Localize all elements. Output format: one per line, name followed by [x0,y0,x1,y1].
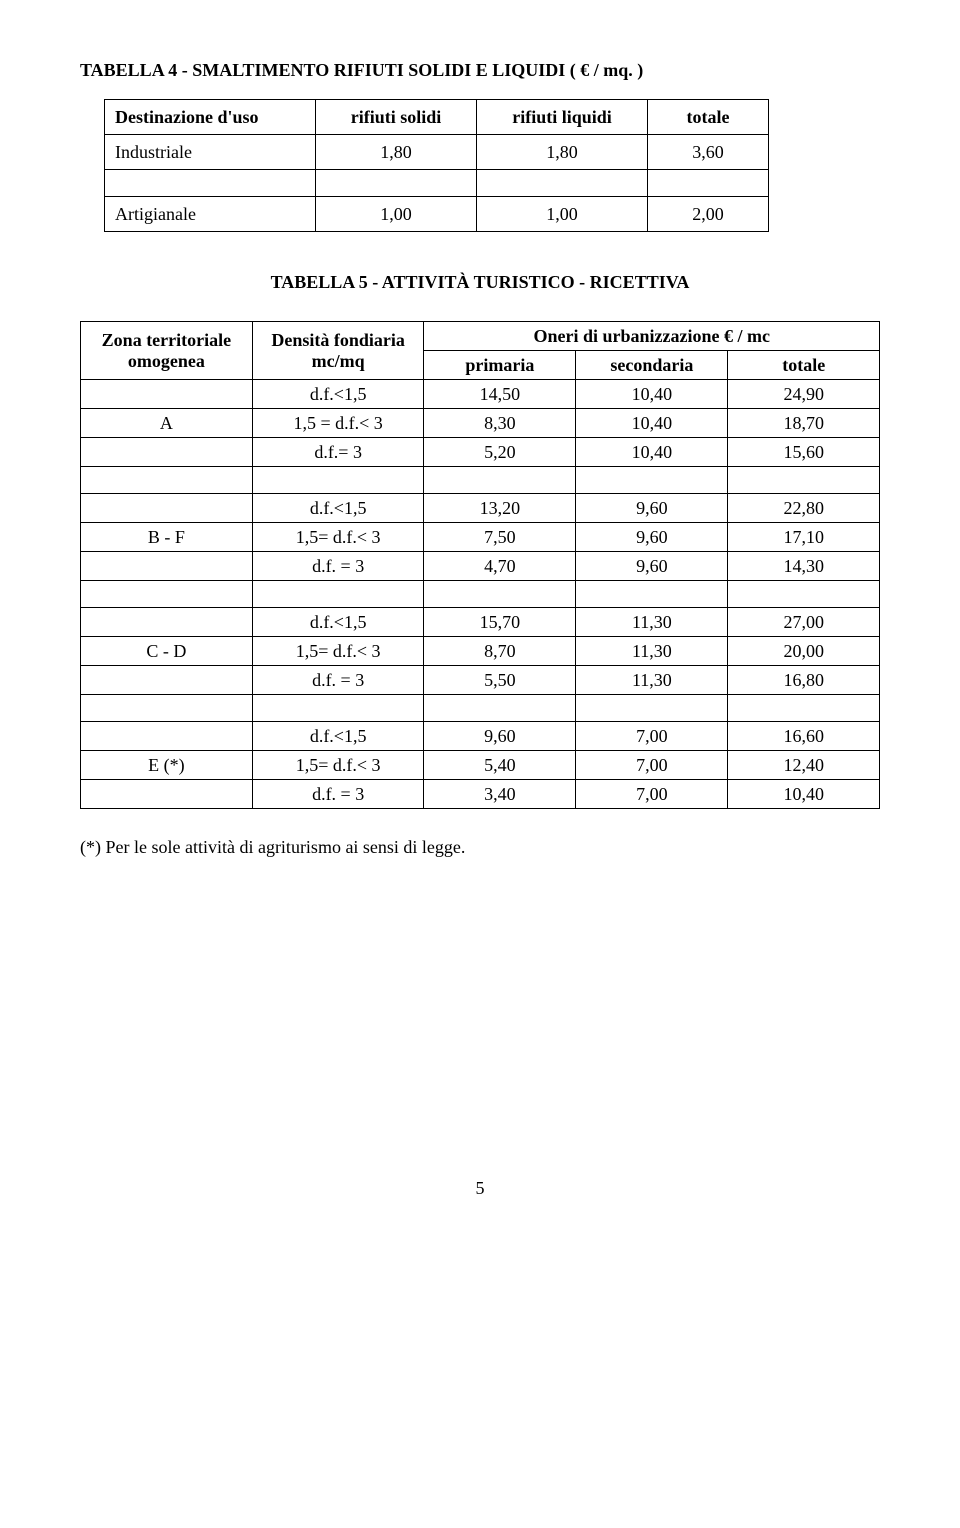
t4-r2-c1: Artigianale [105,197,316,232]
t5-h3c: totale [728,351,880,380]
t5-gap-2 [81,581,880,608]
t5-b-r3: d.f. = 3 4,70 9,60 14,30 [81,552,880,581]
t5-e-r1-c4: 7,00 [576,722,728,751]
t5-h1b: omogenea [128,351,205,371]
t5-b-r1-c2: d.f.<1,5 [252,494,424,523]
t5-gap-1 [81,467,880,494]
t5-e-r3-c3: 3,40 [424,780,576,809]
t5-e-r1-c3: 9,60 [424,722,576,751]
t5-e-r2-c2: 1,5= d.f.< 3 [252,751,424,780]
t5-h2a: Densità fondiaria [271,330,405,350]
t4-r2-c3: 1,00 [477,197,648,232]
t5-b-r3-c2: d.f. = 3 [252,552,424,581]
t5-c-r2-c5: 20,00 [728,637,880,666]
page-number: 5 [80,1178,880,1199]
t5-a-r3-c5: 15,60 [728,438,880,467]
t5-e-r1-c2: d.f.<1,5 [252,722,424,751]
t4-r1-c4: 3,60 [648,135,769,170]
t5-a-r1-c5: 24,90 [728,380,880,409]
t5-h3b: secondaria [576,351,728,380]
t5-c-r1-c5: 27,00 [728,608,880,637]
t5-c-r2: C - D 1,5= d.f.< 3 8,70 11,30 20,00 [81,637,880,666]
t5-b-r2-c5: 17,10 [728,523,880,552]
t5-a-r2-c5: 18,70 [728,409,880,438]
t5-a-label: A [81,409,253,438]
t5-e-r3-c5: 10,40 [728,780,880,809]
t4-spacer [105,170,769,197]
t5-e-r2-c4: 7,00 [576,751,728,780]
t5-e-r1-c5: 16,60 [728,722,880,751]
t5-b-r2: B - F 1,5= d.f.< 3 7,50 9,60 17,10 [81,523,880,552]
t5-b-r3-c4: 9,60 [576,552,728,581]
t5-e-r1: d.f.<1,5 9,60 7,00 16,60 [81,722,880,751]
t5-a-r1-c4: 10,40 [576,380,728,409]
table5-title: TABELLA 5 - ATTIVITÀ TURISTICO - RICETTI… [80,272,880,293]
t5-c-r2-c2: 1,5= d.f.< 3 [252,637,424,666]
t5-a-r2-c4: 10,40 [576,409,728,438]
t5-e-r2-c5: 12,40 [728,751,880,780]
t5-a-r1-c3: 14,50 [424,380,576,409]
t5-c-r1-c3: 15,70 [424,608,576,637]
t5-e-r3-c4: 7,00 [576,780,728,809]
t4-r1-c3: 1,80 [477,135,648,170]
t5-h1a: Zona territoriale [102,330,231,350]
t5-a-r1-c2: d.f.<1,5 [252,380,424,409]
t5-a-r2: A 1,5 = d.f.< 3 8,30 10,40 18,70 [81,409,880,438]
table4: Destinazione d'uso rifiuti solidi rifiut… [104,99,769,232]
t5-h1: Zona territoriale omogenea [81,322,253,380]
t5-gap-3 [81,695,880,722]
t5-c-r1: d.f.<1,5 15,70 11,30 27,00 [81,608,880,637]
t5-e-r2-c3: 5,40 [424,751,576,780]
t4-h4: totale [648,100,769,135]
t5-b-r1: d.f.<1,5 13,20 9,60 22,80 [81,494,880,523]
t5-a-r3-c4: 10,40 [576,438,728,467]
t5-h2b: mc/mq [312,351,365,371]
t5-c-r1-c4: 11,30 [576,608,728,637]
t5-b-r1-c3: 13,20 [424,494,576,523]
t5-b-r2-c3: 7,50 [424,523,576,552]
t5-e-r3-c2: d.f. = 3 [252,780,424,809]
t5-h2: Densità fondiaria mc/mq [252,322,424,380]
t5-b-label: B - F [81,523,253,552]
t5-b-r2-c4: 9,60 [576,523,728,552]
t5-b-r1-c5: 22,80 [728,494,880,523]
t5-a-r3: d.f.= 3 5,20 10,40 15,60 [81,438,880,467]
t5-h3: Oneri di urbanizzazione € / mc [424,322,880,351]
t4-r2-c2: 1,00 [316,197,477,232]
t5-c-r3-c4: 11,30 [576,666,728,695]
t5-b-r3-c3: 4,70 [424,552,576,581]
t5-c-r1-c2: d.f.<1,5 [252,608,424,637]
t5-b-r2-c2: 1,5= d.f.< 3 [252,523,424,552]
t4-r2-c4: 2,00 [648,197,769,232]
t5-b-r3-c5: 14,30 [728,552,880,581]
t5-a-r3-c2: d.f.= 3 [252,438,424,467]
t4-r1-c2: 1,80 [316,135,477,170]
t5-a-r2-c3: 8,30 [424,409,576,438]
t5-c-r2-c4: 11,30 [576,637,728,666]
t5-c-r3-c3: 5,50 [424,666,576,695]
t5-e-r2: E (*) 1,5= d.f.< 3 5,40 7,00 12,40 [81,751,880,780]
t5-a-r2-c2: 1,5 = d.f.< 3 [252,409,424,438]
t4-r1-c1: Industriale [105,135,316,170]
t4-row-artigianale: Artigianale 1,00 1,00 2,00 [105,197,769,232]
t4-h1: Destinazione d'uso [105,100,316,135]
t5-e-r3: d.f. = 3 3,40 7,00 10,40 [81,780,880,809]
t5-c-r2-c3: 8,70 [424,637,576,666]
t5-b-r1-c4: 9,60 [576,494,728,523]
t5-c-label: C - D [81,637,253,666]
t5-c-r3: d.f. = 3 5,50 11,30 16,80 [81,666,880,695]
t4-h3: rifiuti liquidi [477,100,648,135]
t5-a-r3-c3: 5,20 [424,438,576,467]
t5-a-r1: d.f.<1,5 14,50 10,40 24,90 [81,380,880,409]
t4-row-industriale: Industriale 1,80 1,80 3,60 [105,135,769,170]
t5-c-r3-c2: d.f. = 3 [252,666,424,695]
t5-e-label: E (*) [81,751,253,780]
t5-c-r3-c5: 16,80 [728,666,880,695]
footnote: (*) Per le sole attività di agriturismo … [80,837,880,858]
table4-title: TABELLA 4 - SMALTIMENTO RIFIUTI SOLIDI E… [80,60,880,81]
t4-h2: rifiuti solidi [316,100,477,135]
t5-h3a: primaria [424,351,576,380]
table5: Zona territoriale omogenea Densità fondi… [80,321,880,809]
